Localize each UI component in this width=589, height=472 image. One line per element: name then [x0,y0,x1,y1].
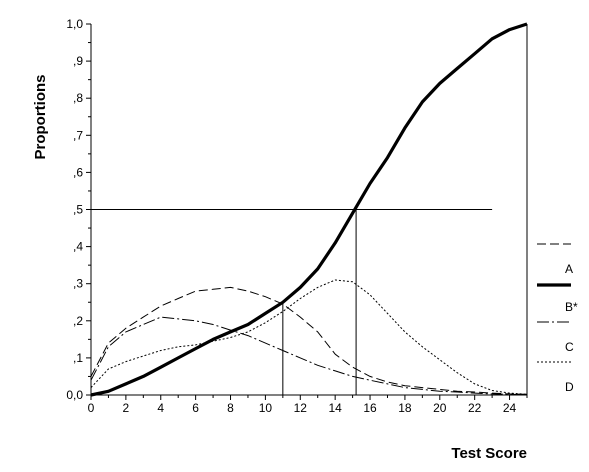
x-tick-label: 14 [328,401,342,415]
x-tick-label: 0 [88,401,95,415]
x-tick-label: 4 [157,401,164,415]
y-tick-label: ,3 [73,277,83,291]
y-tick-label: ,1 [73,351,83,365]
series-line-c [90,316,528,396]
x-tick-label: 16 [363,401,377,415]
reference-lines [91,209,493,395]
legend-label-b: B* [565,300,578,314]
legend: A B* C D [537,243,578,394]
legend-label-c: C [565,340,574,354]
legend-label-a: A [565,262,573,276]
x-tick-label: 12 [294,401,308,415]
y-tick-label: 1,0 [66,17,83,31]
y-tick-label: ,8 [73,91,83,105]
y-tick-label: ,6 [73,165,83,179]
x-tick-label: 2 [123,401,130,415]
x-tick-label: 8 [227,401,234,415]
series-line-a [90,286,528,395]
x-tick-label: 20 [433,401,447,415]
y-tick-label: ,2 [73,314,83,328]
y-tick-label: ,5 [73,203,83,217]
x-tick-label: 10 [259,401,273,415]
x-axis-title: Test Score [451,445,527,462]
y-tick-label: ,9 [73,54,83,68]
y-axis: 0,0 ,1 ,2 ,3 ,4 ,5 ,6 ,7 ,8 ,9 1,0 [66,17,91,402]
series-line-b [90,22,528,397]
series-line-d [90,279,528,395]
legend-label-d: D [565,380,574,394]
y-tick-label: ,7 [73,128,83,142]
x-tick-label: 18 [398,401,412,415]
y-axis-title: Proportions [32,75,49,160]
x-tick-label: 6 [192,401,199,415]
x-tick-label: 24 [503,401,517,415]
y-tick-label: 0,0 [66,388,83,402]
y-tick-label: ,4 [73,240,83,254]
series-lines [90,22,528,397]
x-tick-label: 22 [468,401,482,415]
x-axis: 0 2 4 6 8 10 12 14 16 18 20 22 24 [88,395,528,415]
